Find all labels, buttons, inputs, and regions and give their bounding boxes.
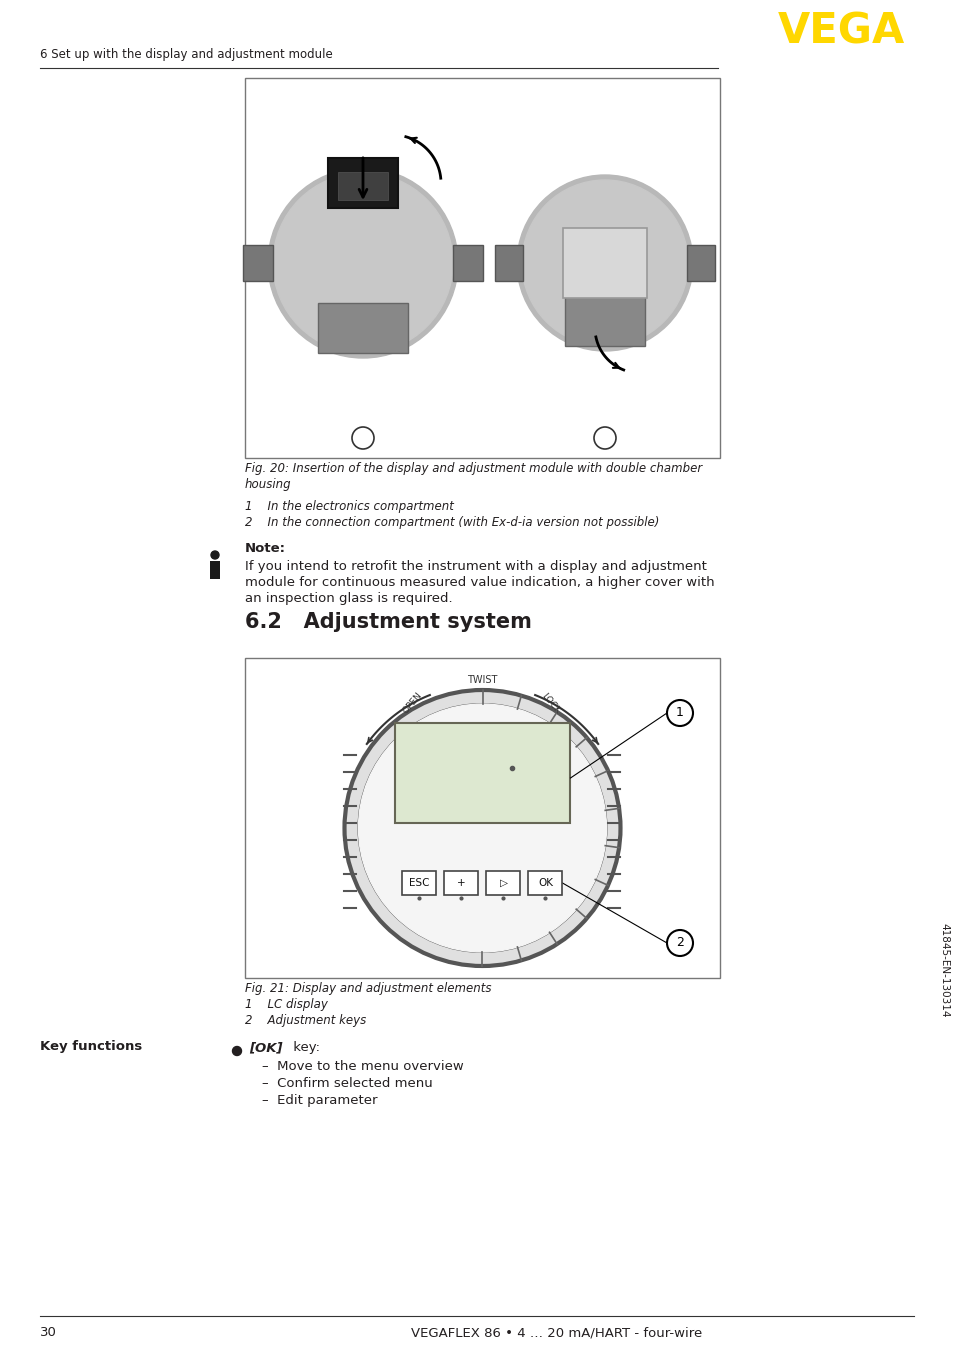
Text: ▷: ▷ <box>499 877 507 888</box>
FancyBboxPatch shape <box>337 172 388 200</box>
FancyBboxPatch shape <box>395 723 569 823</box>
Text: 6 Set up with the display and adjustment module: 6 Set up with the display and adjustment… <box>40 47 333 61</box>
Text: 41845-EN-130314: 41845-EN-130314 <box>938 922 948 1017</box>
Text: If you intend to retrofit the instrument with a display and adjustment: If you intend to retrofit the instrument… <box>245 561 706 573</box>
FancyBboxPatch shape <box>562 227 646 298</box>
Text: Fig. 21: Display and adjustment elements: Fig. 21: Display and adjustment elements <box>245 982 491 995</box>
Text: 2: 2 <box>676 937 683 949</box>
Text: [OK]: [OK] <box>249 1041 282 1053</box>
FancyBboxPatch shape <box>453 245 482 282</box>
Circle shape <box>268 168 457 357</box>
FancyBboxPatch shape <box>245 658 720 978</box>
Text: Key functions: Key functions <box>40 1040 142 1053</box>
Text: Fig. 20: Insertion of the display and adjustment module with double chamber: Fig. 20: Insertion of the display and ad… <box>245 462 701 475</box>
FancyBboxPatch shape <box>328 158 397 209</box>
FancyBboxPatch shape <box>528 871 562 895</box>
Text: VEGAFLEX 86 • 4 … 20 mA/HART - four-wire: VEGAFLEX 86 • 4 … 20 mA/HART - four-wire <box>411 1326 702 1339</box>
Text: OPEN: OPEN <box>400 691 423 715</box>
Text: +: + <box>456 877 465 888</box>
Text: 1    In the electronics compartment: 1 In the electronics compartment <box>245 500 454 513</box>
FancyBboxPatch shape <box>444 871 478 895</box>
Text: an inspection glass is required.: an inspection glass is required. <box>245 592 452 605</box>
Text: TWIST: TWIST <box>467 676 497 685</box>
FancyBboxPatch shape <box>564 297 644 347</box>
FancyBboxPatch shape <box>686 245 714 282</box>
Text: VEGA: VEGA <box>777 11 904 53</box>
Text: housing: housing <box>245 478 292 492</box>
Text: OK: OK <box>537 877 553 888</box>
Text: Note:: Note: <box>245 542 286 555</box>
FancyBboxPatch shape <box>243 245 273 282</box>
Text: module for continuous measured value indication, a higher cover with: module for continuous measured value ind… <box>245 575 714 589</box>
FancyBboxPatch shape <box>210 561 220 580</box>
Text: –  Confirm selected menu: – Confirm selected menu <box>262 1076 433 1090</box>
Circle shape <box>344 691 619 965</box>
Circle shape <box>233 1047 241 1056</box>
Circle shape <box>517 175 692 351</box>
Circle shape <box>521 180 687 347</box>
Text: 1: 1 <box>676 707 683 719</box>
Text: 30: 30 <box>40 1326 57 1339</box>
FancyBboxPatch shape <box>495 245 522 282</box>
FancyBboxPatch shape <box>402 871 436 895</box>
Circle shape <box>273 173 453 353</box>
Text: 2    In the connection compartment (with Ex-d-ia version not possible): 2 In the connection compartment (with Ex… <box>245 516 659 529</box>
Text: 1    LC display: 1 LC display <box>245 998 328 1011</box>
Text: ESC: ESC <box>409 877 429 888</box>
Text: key:: key: <box>289 1041 319 1053</box>
FancyBboxPatch shape <box>317 303 408 353</box>
Text: LOCK: LOCK <box>538 691 561 715</box>
Text: 2    Adjustment keys: 2 Adjustment keys <box>245 1014 366 1026</box>
Circle shape <box>358 704 606 952</box>
Circle shape <box>211 551 219 559</box>
FancyBboxPatch shape <box>486 871 520 895</box>
FancyBboxPatch shape <box>245 79 720 458</box>
Text: 6.2   Adjustment system: 6.2 Adjustment system <box>245 612 532 632</box>
Text: –  Move to the menu overview: – Move to the menu overview <box>262 1060 463 1072</box>
Text: –  Edit parameter: – Edit parameter <box>262 1094 377 1108</box>
